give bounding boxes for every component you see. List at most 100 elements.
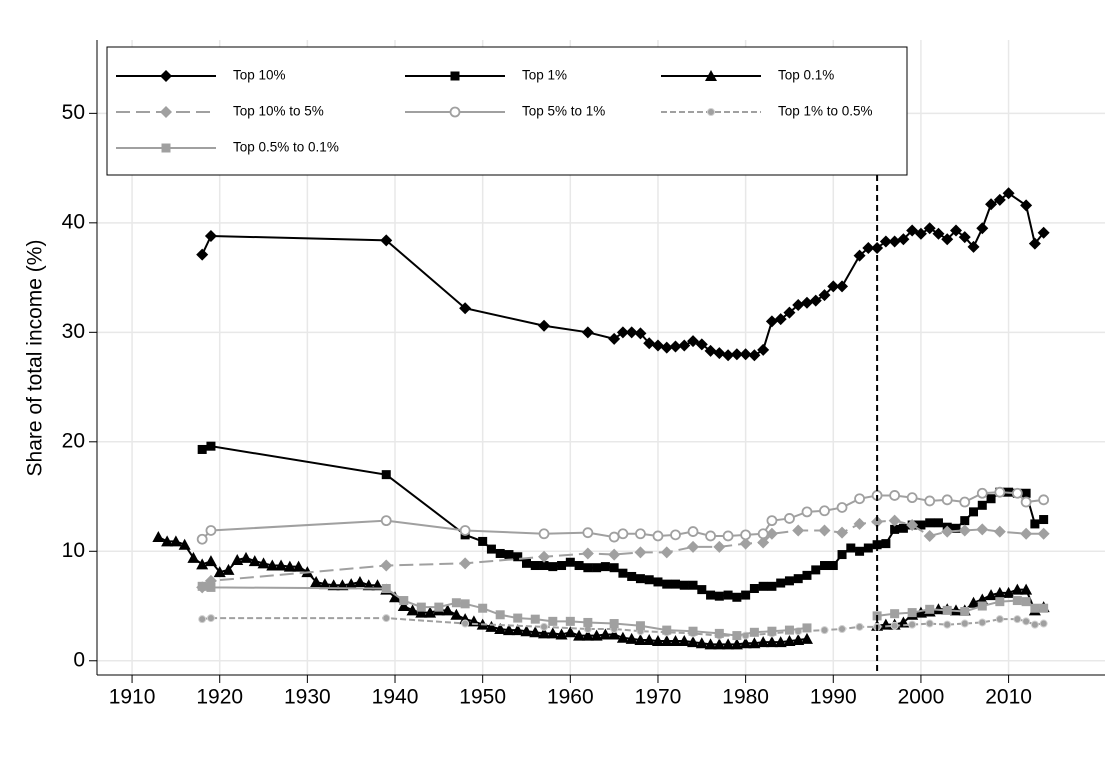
marker bbox=[292, 560, 305, 572]
marker bbox=[802, 570, 812, 580]
marker bbox=[855, 546, 865, 556]
marker bbox=[548, 616, 558, 626]
marker bbox=[310, 575, 323, 587]
marker bbox=[748, 637, 761, 649]
marker bbox=[941, 525, 954, 538]
marker bbox=[634, 633, 647, 645]
marker bbox=[749, 627, 759, 637]
marker bbox=[1013, 615, 1022, 624]
marker bbox=[1039, 619, 1048, 628]
marker bbox=[774, 313, 787, 326]
marker bbox=[705, 70, 717, 81]
marker bbox=[504, 550, 514, 560]
marker bbox=[846, 543, 856, 553]
marker bbox=[660, 341, 673, 354]
marker bbox=[730, 638, 743, 650]
marker bbox=[967, 240, 980, 253]
marker bbox=[485, 620, 498, 632]
marker bbox=[415, 606, 428, 618]
marker bbox=[1002, 187, 1015, 200]
marker bbox=[740, 529, 752, 541]
marker bbox=[881, 539, 891, 549]
marker bbox=[608, 531, 620, 543]
marker bbox=[960, 607, 970, 616]
marker bbox=[897, 233, 910, 246]
marker bbox=[651, 635, 664, 647]
marker bbox=[460, 599, 470, 609]
legend-label: Top 0.5% to 0.1% bbox=[233, 140, 339, 155]
marker bbox=[688, 580, 698, 590]
y-tick-label: 40 bbox=[62, 210, 85, 233]
y-tick-label: 0 bbox=[73, 648, 85, 671]
marker bbox=[1030, 603, 1040, 613]
marker bbox=[495, 548, 505, 558]
legend-box bbox=[106, 46, 908, 176]
marker bbox=[381, 584, 391, 594]
marker bbox=[608, 548, 621, 561]
marker bbox=[540, 622, 549, 631]
marker bbox=[511, 624, 524, 636]
marker bbox=[600, 562, 610, 572]
marker bbox=[205, 525, 217, 536]
marker bbox=[1021, 597, 1031, 607]
marker bbox=[757, 528, 769, 540]
marker bbox=[204, 229, 217, 242]
marker bbox=[977, 500, 987, 510]
marker bbox=[890, 621, 899, 630]
marker bbox=[521, 558, 531, 568]
marker bbox=[599, 628, 612, 640]
marker bbox=[555, 628, 568, 640]
legend-label: Top 1% to 0.5% bbox=[778, 104, 873, 119]
marker bbox=[652, 530, 664, 542]
marker bbox=[695, 637, 708, 649]
marker bbox=[495, 610, 505, 620]
marker bbox=[1020, 583, 1033, 595]
marker bbox=[197, 444, 207, 454]
marker bbox=[820, 561, 830, 571]
marker bbox=[257, 557, 270, 569]
x-tick-label: 1910 bbox=[109, 686, 156, 709]
marker bbox=[993, 525, 1006, 538]
marker bbox=[609, 619, 619, 629]
marker bbox=[635, 574, 645, 584]
marker bbox=[714, 591, 724, 601]
marker bbox=[451, 598, 461, 608]
marker bbox=[380, 559, 393, 572]
marker bbox=[635, 621, 645, 631]
marker bbox=[827, 280, 840, 293]
marker bbox=[441, 604, 454, 616]
marker bbox=[748, 349, 761, 362]
marker bbox=[800, 296, 813, 309]
marker bbox=[275, 559, 288, 571]
series-line bbox=[202, 585, 1044, 637]
marker bbox=[581, 547, 594, 560]
marker bbox=[820, 626, 829, 635]
marker bbox=[160, 70, 172, 82]
marker bbox=[389, 591, 402, 603]
marker bbox=[1022, 617, 1031, 626]
marker bbox=[714, 628, 724, 638]
marker bbox=[616, 326, 629, 339]
marker bbox=[732, 631, 742, 641]
marker bbox=[539, 561, 549, 571]
marker bbox=[679, 580, 689, 590]
marker bbox=[434, 602, 444, 612]
marker bbox=[513, 613, 523, 623]
marker bbox=[222, 563, 235, 575]
marker bbox=[1039, 515, 1049, 525]
marker bbox=[722, 530, 734, 542]
marker bbox=[1020, 199, 1033, 212]
marker bbox=[836, 280, 849, 293]
marker bbox=[995, 615, 1004, 624]
marker bbox=[793, 574, 803, 584]
marker bbox=[767, 581, 777, 591]
marker bbox=[634, 546, 647, 559]
marker bbox=[662, 625, 672, 635]
marker bbox=[695, 338, 708, 351]
x-tick-label: 2000 bbox=[898, 686, 945, 709]
marker bbox=[985, 198, 998, 211]
marker bbox=[818, 289, 831, 302]
marker bbox=[932, 603, 945, 615]
marker bbox=[1028, 237, 1041, 250]
